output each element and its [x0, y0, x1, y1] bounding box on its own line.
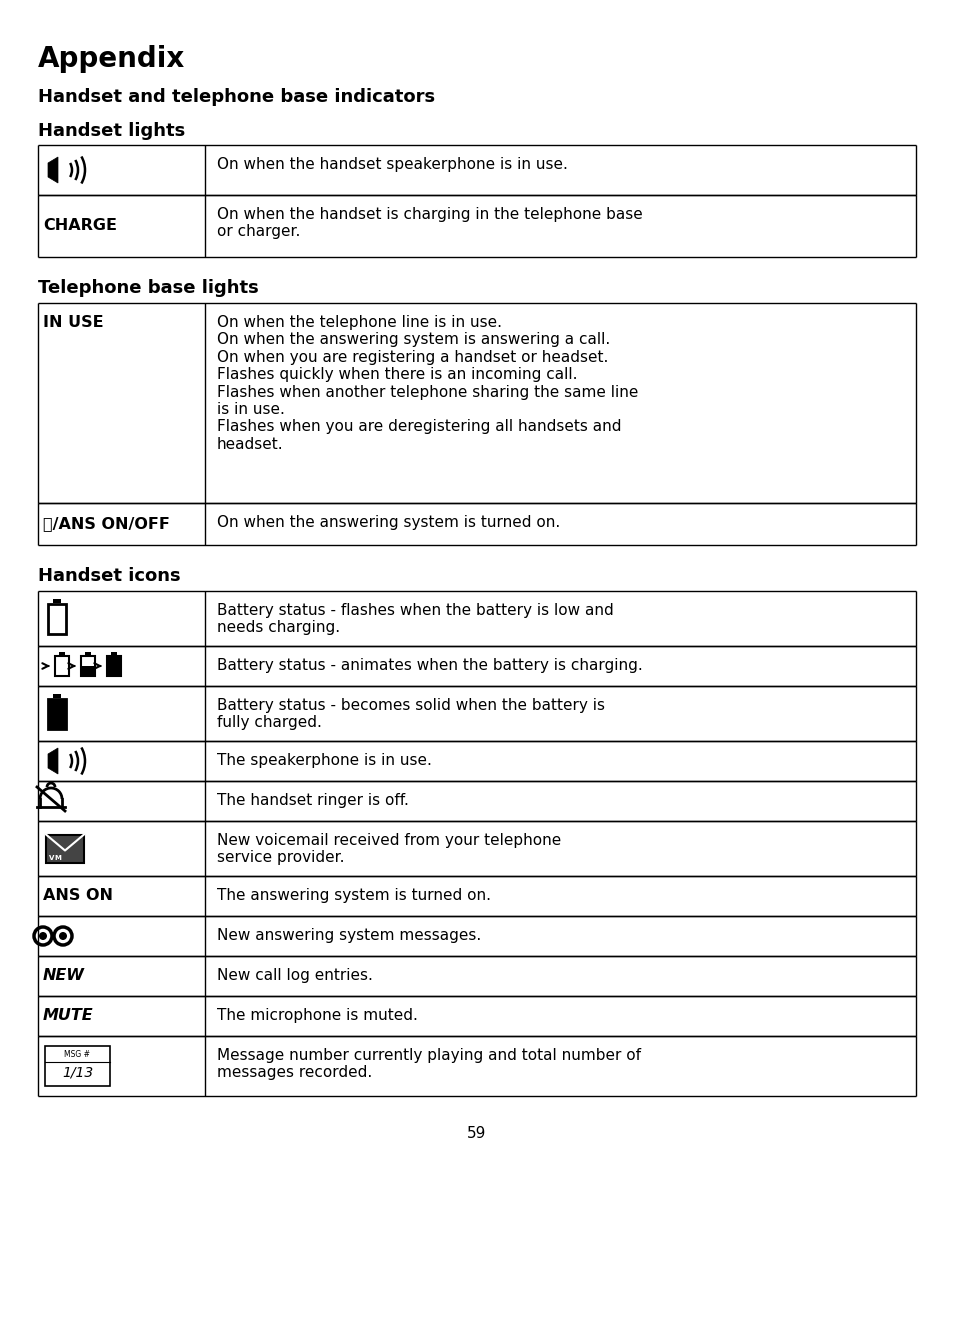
Bar: [81, 667, 95, 676]
Text: On when the handset speakerphone is in use.: On when the handset speakerphone is in u…: [216, 158, 567, 172]
Circle shape: [59, 933, 67, 941]
Text: Handset icons: Handset icons: [38, 566, 180, 585]
Bar: [46, 835, 84, 863]
Bar: [55, 656, 69, 676]
Text: On when the handset is charging in the telephone base
or charger.: On when the handset is charging in the t…: [216, 207, 642, 239]
Bar: [53, 599, 61, 603]
Text: ANS ON: ANS ON: [43, 888, 112, 903]
Bar: [111, 652, 117, 655]
Text: Battery status - animates when the battery is charging.: Battery status - animates when the batte…: [216, 659, 642, 673]
Text: Handset lights: Handset lights: [38, 122, 185, 140]
Text: NEW: NEW: [43, 969, 85, 983]
Bar: [48, 604, 66, 633]
Text: New answering system messages.: New answering system messages.: [216, 929, 480, 943]
Text: On when the telephone line is in use.
On when the answering system is answering : On when the telephone line is in use. On…: [216, 315, 638, 452]
Text: The microphone is muted.: The microphone is muted.: [216, 1007, 417, 1023]
Text: The answering system is turned on.: The answering system is turned on.: [216, 888, 491, 903]
Text: The handset ringer is off.: The handset ringer is off.: [216, 794, 409, 808]
Bar: [85, 652, 91, 655]
Text: MUTE: MUTE: [43, 1007, 93, 1023]
Text: Telephone base lights: Telephone base lights: [38, 279, 258, 297]
Text: The speakerphone is in use.: The speakerphone is in use.: [216, 754, 432, 768]
Text: 1/13: 1/13: [62, 1065, 93, 1079]
Text: MSG #: MSG #: [65, 1050, 91, 1059]
Text: Message number currently playing and total number of
messages recorded.: Message number currently playing and tot…: [216, 1047, 640, 1081]
Text: M: M: [54, 855, 61, 860]
Bar: [107, 656, 121, 676]
Text: New voicemail received from your telephone
service provider.: New voicemail received from your telepho…: [216, 834, 560, 866]
Bar: [81, 656, 95, 676]
Text: V: V: [49, 855, 54, 860]
Text: IN USE: IN USE: [43, 315, 104, 330]
Text: ⏻/ANS ON/OFF: ⏻/ANS ON/OFF: [43, 516, 170, 530]
Bar: [48, 699, 66, 728]
Bar: [53, 693, 61, 697]
Text: Battery status - flashes when the battery is low and
needs charging.: Battery status - flashes when the batter…: [216, 603, 613, 636]
Text: Handset and telephone base indicators: Handset and telephone base indicators: [38, 88, 435, 106]
Text: 59: 59: [467, 1126, 486, 1141]
Text: New call log entries.: New call log entries.: [216, 969, 373, 983]
Bar: [59, 652, 65, 655]
Circle shape: [54, 927, 71, 945]
Text: On when the answering system is turned on.: On when the answering system is turned o…: [216, 514, 559, 530]
Circle shape: [34, 927, 52, 945]
Polygon shape: [48, 158, 58, 183]
Text: Battery status - becomes solid when the battery is
fully charged.: Battery status - becomes solid when the …: [216, 697, 604, 731]
Bar: [45, 1046, 110, 1086]
Text: CHARGE: CHARGE: [43, 218, 117, 232]
Polygon shape: [48, 748, 58, 774]
Text: Appendix: Appendix: [38, 45, 185, 73]
Circle shape: [39, 933, 47, 941]
